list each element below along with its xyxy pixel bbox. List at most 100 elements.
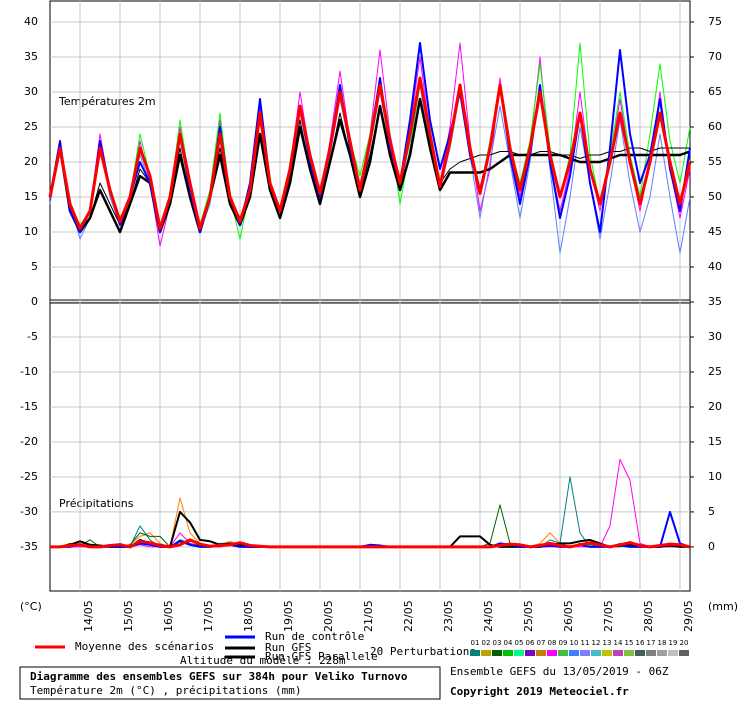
perturbation-number: 12 [592, 639, 601, 647]
perturbation-number: 03 [493, 639, 502, 647]
y2-tick-label: 35 [708, 295, 722, 308]
y-tick-label: 25 [24, 120, 38, 133]
y-tick-label: -15 [20, 400, 38, 413]
y-tick-label: 15 [24, 190, 38, 203]
perturbation-number: 02 [482, 639, 491, 647]
perturbation-number: 10 [570, 639, 579, 647]
perturbation-number: 20 [680, 639, 689, 647]
perturbation-swatch [657, 650, 667, 656]
perturbation-number: 11 [581, 639, 590, 647]
perturbation-swatch [536, 650, 546, 656]
y2-tick-label: 40 [708, 260, 722, 273]
y-tick-label: 35 [24, 50, 38, 63]
y2-tick-label: 15 [708, 435, 722, 448]
x-tick-label: 26/05 [562, 600, 575, 632]
perturbation-swatch [503, 650, 513, 656]
y2-tick-label: 70 [708, 50, 722, 63]
y-tick-label: -30 [20, 505, 38, 518]
perturbation-swatch [635, 650, 645, 656]
y2-tick-label: 60 [708, 120, 722, 133]
perturbation-number: 06 [526, 639, 535, 647]
perturbation-number: 19 [669, 639, 678, 647]
x-tick-label: 21/05 [362, 600, 375, 632]
perturbation-number: 05 [515, 639, 524, 647]
perturbation-swatch [514, 650, 524, 656]
plot-frame [49, 0, 691, 592]
y2-tick-label: 30 [708, 330, 722, 343]
perturbation-swatch [470, 650, 480, 656]
perturbation-swatch [569, 650, 579, 656]
unit-label: (°C) [20, 600, 42, 613]
perturbations-label: 20 Perturbations [370, 645, 476, 658]
perturbation-number: 15 [625, 639, 634, 647]
y2-tick-label: 20 [708, 400, 722, 413]
y2-tick-label: 45 [708, 225, 722, 238]
x-tick-label: 16/05 [162, 600, 175, 632]
x-tick-label: 14/05 [82, 600, 95, 632]
perturbation-swatch [624, 650, 634, 656]
y-tick-label: -5 [27, 330, 38, 343]
x-tick-label: 23/05 [442, 600, 455, 632]
y-tick-label: 30 [24, 85, 38, 98]
perturbation-number: 16 [636, 639, 645, 647]
perturbation-number: 18 [658, 639, 667, 647]
perturbation-number: 01 [471, 639, 480, 647]
y2-tick-label: 0 [708, 540, 715, 553]
y-tick-label: 20 [24, 155, 38, 168]
y-tick-label: 5 [31, 260, 38, 273]
perturbation-swatch [580, 650, 590, 656]
x-tick-label: 29/05 [682, 600, 695, 632]
altitude: Altitude du modèle : 228m [180, 654, 346, 667]
perturbation-swatch [547, 650, 557, 656]
unit-label: (mm) [708, 600, 738, 613]
y-tick-label: -20 [20, 435, 38, 448]
y2-tick-label: 25 [708, 365, 722, 378]
y2-tick-label: 55 [708, 155, 722, 168]
panel-label: Précipitations [59, 497, 134, 510]
y2-tick-label: 75 [708, 15, 722, 28]
x-tick-label: 17/05 [202, 600, 215, 632]
y2-tick-label: 50 [708, 190, 722, 203]
perturbation-swatch [558, 650, 568, 656]
x-tick-label: 20/05 [322, 600, 335, 632]
legend-label: Run GFS [265, 641, 311, 654]
perturbation-swatch [613, 650, 623, 656]
y-tick-label: 10 [24, 225, 38, 238]
x-tick-label: 24/05 [482, 600, 495, 632]
perturbation-swatch [646, 650, 656, 656]
perturbation-swatch [525, 650, 535, 656]
x-tick-label: 28/05 [642, 600, 655, 632]
perturbation-swatch [591, 650, 601, 656]
copyright: Copyright 2019 Meteociel.fr [450, 685, 629, 698]
x-tick-label: 15/05 [122, 600, 135, 632]
perturbation-number: 13 [603, 639, 612, 647]
grid-layer [50, 1, 690, 591]
panel-label: Températures 2m [58, 95, 156, 108]
y2-tick-label: 5 [708, 505, 715, 518]
footer-title: Diagramme des ensembles GEFS sur 384h po… [30, 670, 408, 683]
run-info: Ensemble GEFS du 13/05/2019 - 06Z [450, 665, 669, 678]
perturbation-number: 14 [614, 639, 623, 647]
legend-label: Run de contrôle [265, 630, 364, 643]
y-tick-label: -35 [20, 540, 38, 553]
perturbation-swatch [602, 650, 612, 656]
y-tick-label: 0 [31, 295, 38, 308]
line-layer [48, 42, 692, 549]
perturbation-number: 17 [647, 639, 656, 647]
perturbation-swatch [481, 650, 491, 656]
legend-label: Run GFS Parallele [265, 650, 378, 663]
x-tick-label: 18/05 [242, 600, 255, 632]
y-tick-label: 40 [24, 15, 38, 28]
x-tick-label: 22/05 [402, 600, 415, 632]
footer-subtitle: Température 2m (°C) , précipitations (mm… [30, 684, 302, 697]
title-box [19, 666, 441, 700]
perturbation-swatch [668, 650, 678, 656]
series-line [48, 76, 692, 230]
perturbation-number: 04 [504, 639, 513, 647]
y2-tick-label: 65 [708, 85, 722, 98]
series-line [50, 538, 691, 549]
x-tick-label: 27/05 [602, 600, 615, 632]
y-tick-label: -10 [20, 365, 38, 378]
y2-tick-label: 10 [708, 470, 722, 483]
perturbation-swatch [492, 650, 502, 656]
